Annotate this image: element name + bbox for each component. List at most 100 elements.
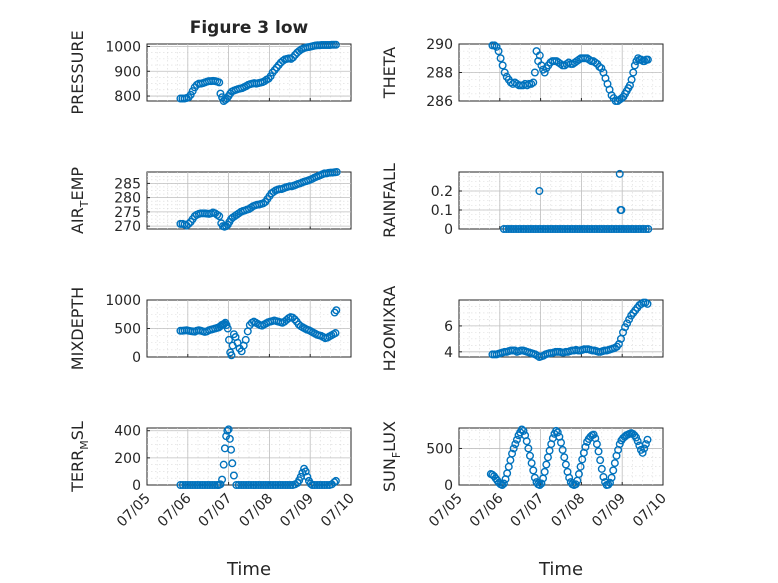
data-point — [215, 212, 224, 221]
data-point — [193, 481, 202, 490]
data-point — [571, 480, 580, 489]
data-point — [218, 475, 227, 484]
data-point — [259, 481, 268, 490]
data-point — [498, 481, 507, 490]
data-point — [625, 315, 634, 324]
data-point — [535, 51, 544, 60]
y-tick-label: 4 — [444, 345, 453, 361]
data-point — [607, 224, 616, 233]
data-point — [509, 224, 518, 233]
data-point — [517, 224, 526, 233]
subplot-7: 0 200 400 TERRMSL 07/05 07/06 07/07 07/08 07/09 0… — [68, 421, 358, 530]
data-point — [203, 481, 212, 490]
series-markers — [488, 41, 652, 105]
data-point — [315, 481, 324, 490]
data-point — [512, 224, 521, 233]
data-point — [290, 315, 299, 324]
y-tick-label: 500 — [114, 322, 141, 338]
subplot-6: 4 6 H2OMIXRA — [380, 286, 664, 371]
data-point — [636, 224, 645, 233]
data-point — [331, 40, 340, 49]
data-point — [286, 481, 295, 490]
data-point — [546, 224, 555, 233]
data-point — [565, 473, 574, 482]
series-markers — [176, 425, 340, 490]
data-point — [200, 481, 209, 490]
data-point — [617, 224, 626, 233]
data-point — [535, 481, 544, 490]
data-point — [597, 64, 606, 73]
data-point — [556, 224, 565, 233]
data-point — [521, 224, 530, 233]
data-point — [530, 68, 539, 77]
data-point — [581, 443, 590, 452]
data-point — [331, 476, 340, 485]
data-point — [583, 224, 592, 233]
data-point — [224, 425, 233, 434]
data-point — [629, 68, 638, 77]
data-point — [573, 224, 582, 233]
data-point — [229, 471, 238, 480]
data-point — [524, 224, 533, 233]
data-point — [634, 224, 643, 233]
data-point — [254, 481, 263, 490]
data-point — [223, 426, 232, 435]
data-point — [639, 224, 648, 233]
y-axis-label: MIXDEPTH — [68, 287, 87, 370]
data-point — [301, 467, 310, 476]
data-point — [537, 479, 546, 488]
data-point — [318, 481, 327, 490]
data-point — [552, 426, 561, 435]
data-point — [558, 445, 567, 454]
data-point — [610, 224, 619, 233]
data-point — [600, 224, 609, 233]
data-point — [553, 224, 562, 233]
data-point — [612, 224, 621, 233]
data-point — [498, 61, 507, 70]
data-point — [244, 481, 253, 490]
series-markers — [499, 169, 653, 233]
data-point — [507, 224, 516, 233]
data-point — [281, 481, 290, 490]
data-point — [622, 224, 631, 233]
data-point — [530, 473, 539, 482]
series-markers — [486, 425, 652, 490]
data-point — [222, 321, 231, 330]
data-point — [615, 440, 624, 449]
data-point — [331, 329, 340, 338]
data-point — [273, 481, 282, 490]
x-tick-label: 07/08 — [548, 491, 588, 531]
data-point — [191, 481, 200, 490]
data-point — [643, 435, 652, 444]
data-point — [644, 224, 653, 233]
data-point — [247, 481, 256, 490]
y-axis-label: RAINFALL — [380, 163, 399, 238]
data-point — [242, 481, 251, 490]
y-tick-label: 286 — [426, 94, 453, 110]
data-point — [256, 481, 265, 490]
data-point — [633, 437, 642, 446]
data-point — [592, 224, 601, 233]
data-point — [276, 481, 285, 490]
data-point — [627, 224, 636, 233]
data-point — [504, 224, 513, 233]
data-point — [561, 460, 570, 469]
data-point — [595, 224, 604, 233]
x-tick-label: 07/06 — [467, 490, 507, 530]
data-point — [330, 478, 339, 487]
data-point — [641, 440, 650, 449]
data-point — [514, 224, 523, 233]
data-point — [605, 224, 614, 233]
data-point — [643, 299, 652, 308]
data-point — [539, 224, 548, 233]
data-point — [499, 224, 508, 233]
data-point — [287, 54, 296, 63]
data-point — [597, 224, 606, 233]
y-tick-label: 290 — [426, 37, 453, 53]
data-point — [641, 224, 650, 233]
data-point — [563, 224, 572, 233]
data-point — [627, 75, 636, 84]
x-tick-label: 07/05 — [114, 491, 154, 531]
data-point — [522, 437, 531, 446]
